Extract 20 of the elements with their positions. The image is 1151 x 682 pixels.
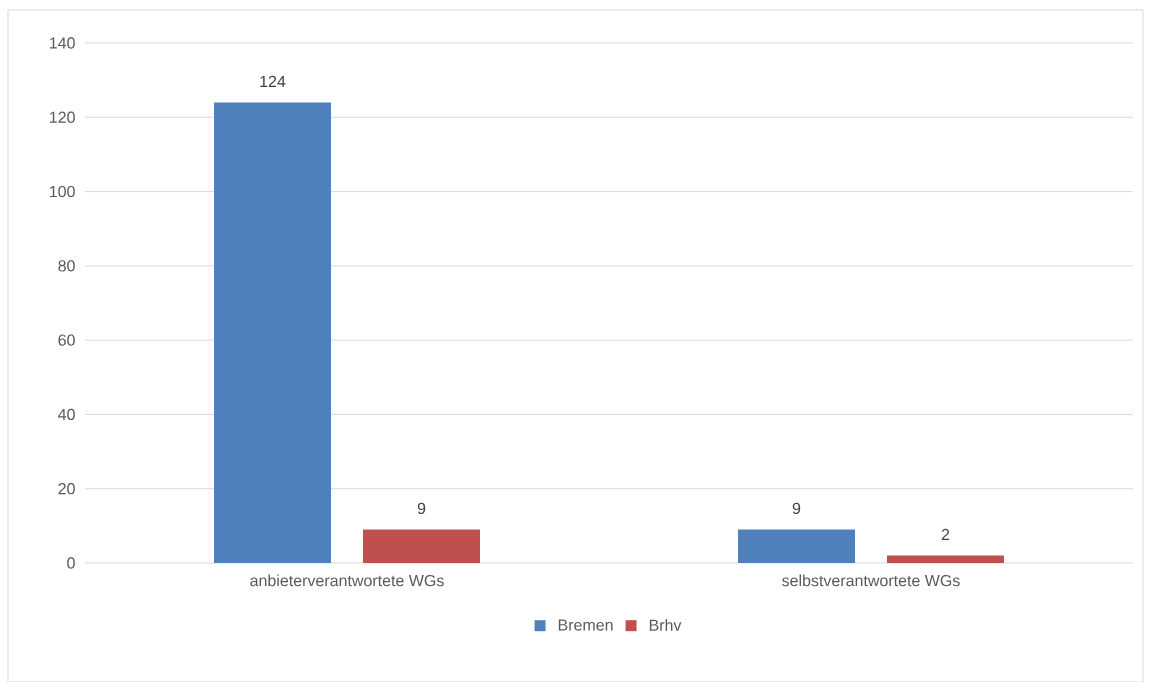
y-tick-label: 0 — [67, 557, 75, 569]
y-tick-label: 100 — [50, 185, 75, 197]
data-label: 124 — [260, 75, 286, 87]
data-label: 9 — [417, 502, 426, 514]
y-tick-label: 20 — [58, 482, 75, 495]
y-tick-label: 60 — [58, 334, 75, 346]
legend-label: Brhv — [649, 618, 682, 631]
data-label: 9 — [792, 502, 801, 514]
y-tick-label: 140 — [50, 37, 75, 49]
bar — [737, 529, 855, 563]
y-tick-label: 120 — [50, 111, 75, 123]
bar — [363, 529, 480, 563]
x-tick-label: selbstverantwortete WGs — [782, 574, 960, 587]
bar — [886, 555, 1004, 563]
legend-label: Bremen — [558, 619, 613, 631]
data-label: 2 — [941, 528, 950, 540]
y-tick-label: 40 — [58, 408, 75, 420]
y-tick-label: 80 — [58, 259, 75, 272]
x-tick-label: anbieterverantwortete WGs — [250, 574, 444, 587]
bar — [214, 102, 331, 563]
